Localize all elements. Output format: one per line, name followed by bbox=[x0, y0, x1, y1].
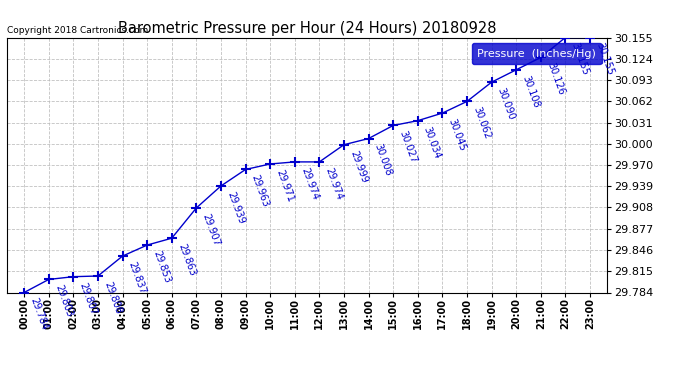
Pressure  (Inches/Hg) bbox=[364, 136, 373, 141]
Text: 30.108: 30.108 bbox=[520, 74, 541, 109]
Pressure  (Inches/Hg) bbox=[315, 160, 324, 164]
Text: 29.863: 29.863 bbox=[176, 242, 197, 278]
Text: 29.999: 29.999 bbox=[348, 149, 369, 184]
Pressure  (Inches/Hg) bbox=[94, 274, 102, 278]
Pressure  (Inches/Hg) bbox=[389, 123, 397, 128]
Pressure  (Inches/Hg) bbox=[290, 160, 299, 164]
Text: 30.027: 30.027 bbox=[397, 130, 418, 165]
Text: 29.784: 29.784 bbox=[28, 297, 49, 332]
Line: Pressure  (Inches/Hg): Pressure (Inches/Hg) bbox=[19, 33, 595, 297]
Text: 30.008: 30.008 bbox=[373, 143, 393, 178]
Pressure  (Inches/Hg) bbox=[119, 254, 127, 258]
Pressure  (Inches/Hg) bbox=[241, 167, 250, 172]
Legend: Pressure  (Inches/Hg): Pressure (Inches/Hg) bbox=[472, 43, 602, 64]
Text: 29.808: 29.808 bbox=[102, 280, 123, 315]
Text: 29.807: 29.807 bbox=[77, 281, 99, 316]
Pressure  (Inches/Hg) bbox=[143, 243, 151, 248]
Text: 29.939: 29.939 bbox=[225, 190, 246, 225]
Text: 29.853: 29.853 bbox=[151, 249, 172, 285]
Text: 30.062: 30.062 bbox=[471, 106, 492, 141]
Pressure  (Inches/Hg) bbox=[193, 206, 201, 210]
Text: 30.034: 30.034 bbox=[422, 125, 443, 160]
Text: 29.974: 29.974 bbox=[299, 166, 320, 201]
Pressure  (Inches/Hg) bbox=[69, 274, 77, 279]
Pressure  (Inches/Hg) bbox=[168, 236, 176, 240]
Text: 29.963: 29.963 bbox=[250, 174, 270, 209]
Pressure  (Inches/Hg) bbox=[537, 55, 545, 60]
Pressure  (Inches/Hg) bbox=[217, 184, 225, 188]
Text: 30.045: 30.045 bbox=[446, 117, 467, 152]
Text: 30.155: 30.155 bbox=[569, 42, 591, 77]
Text: 29.803: 29.803 bbox=[53, 284, 74, 319]
Pressure  (Inches/Hg) bbox=[413, 118, 422, 123]
Text: 29.837: 29.837 bbox=[127, 260, 148, 296]
Text: 30.155: 30.155 bbox=[594, 42, 615, 77]
Pressure  (Inches/Hg) bbox=[266, 162, 275, 166]
Pressure  (Inches/Hg) bbox=[586, 35, 594, 40]
Pressure  (Inches/Hg) bbox=[20, 290, 28, 295]
Pressure  (Inches/Hg) bbox=[45, 277, 53, 282]
Pressure  (Inches/Hg) bbox=[339, 142, 348, 147]
Text: 29.974: 29.974 bbox=[324, 166, 344, 201]
Title: Barometric Pressure per Hour (24 Hours) 20180928: Barometric Pressure per Hour (24 Hours) … bbox=[118, 21, 496, 36]
Pressure  (Inches/Hg) bbox=[463, 99, 471, 104]
Pressure  (Inches/Hg) bbox=[438, 111, 446, 116]
Text: Copyright 2018 Cartronics.com: Copyright 2018 Cartronics.com bbox=[7, 26, 148, 35]
Pressure  (Inches/Hg) bbox=[487, 80, 495, 84]
Text: 30.090: 30.090 bbox=[495, 86, 517, 122]
Text: 29.971: 29.971 bbox=[275, 168, 295, 203]
Text: 30.126: 30.126 bbox=[545, 62, 566, 97]
Pressure  (Inches/Hg) bbox=[561, 35, 569, 40]
Pressure  (Inches/Hg) bbox=[512, 68, 520, 72]
Text: 29.907: 29.907 bbox=[201, 212, 221, 248]
